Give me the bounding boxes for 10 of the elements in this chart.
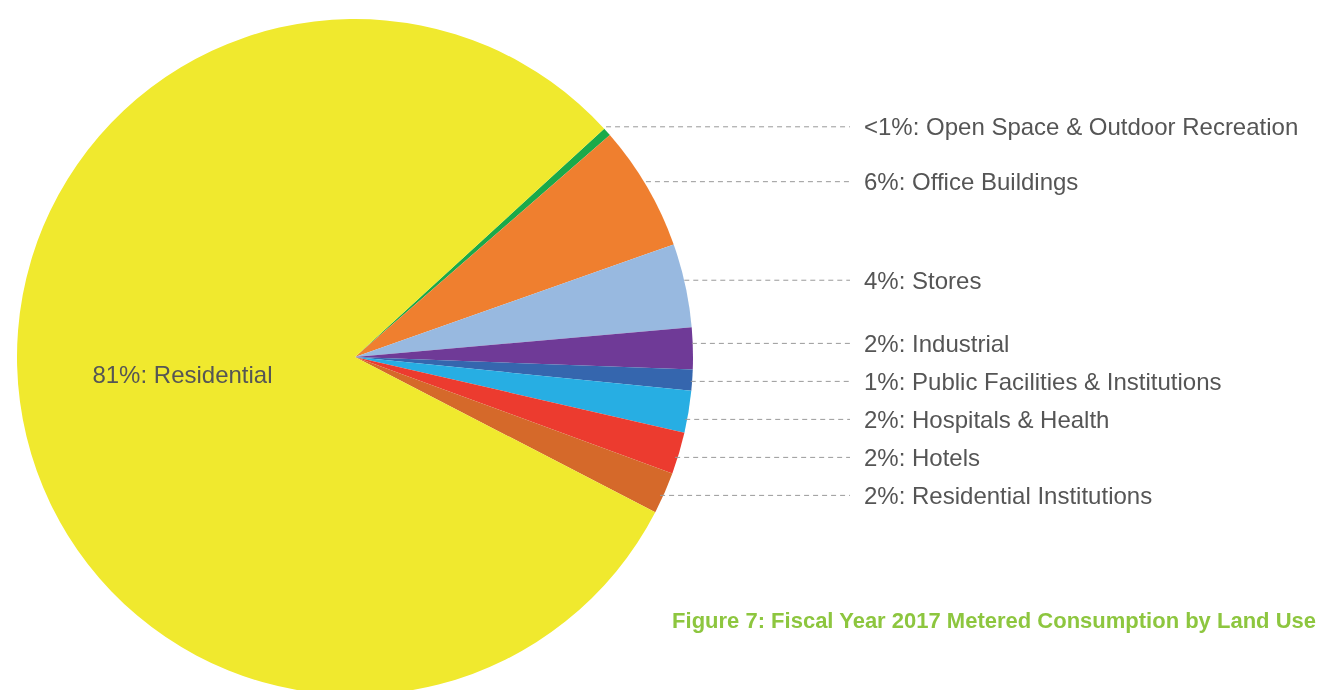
slice-label: 81%: Residential bbox=[92, 360, 273, 388]
slice-label: 2%: Hotels bbox=[864, 443, 981, 471]
slice-label: 6%: Office Buildings bbox=[864, 168, 1079, 196]
slice-label: <1%: Open Space & Outdoor Recreation bbox=[864, 113, 1299, 141]
slice-label: 2%: Hospitals & Health bbox=[864, 405, 1110, 433]
slice-label: 4%: Stores bbox=[864, 266, 982, 294]
slice-label: 1%: Public Facilities & Institutions bbox=[864, 367, 1222, 395]
slice-label: 2%: Industrial bbox=[864, 329, 1010, 357]
text: Figure 7: Fiscal Year 2017 Metered Consumption by Land Use bbox=[672, 608, 1316, 634]
slice-label: 2%: Residential Institutions bbox=[864, 481, 1153, 509]
